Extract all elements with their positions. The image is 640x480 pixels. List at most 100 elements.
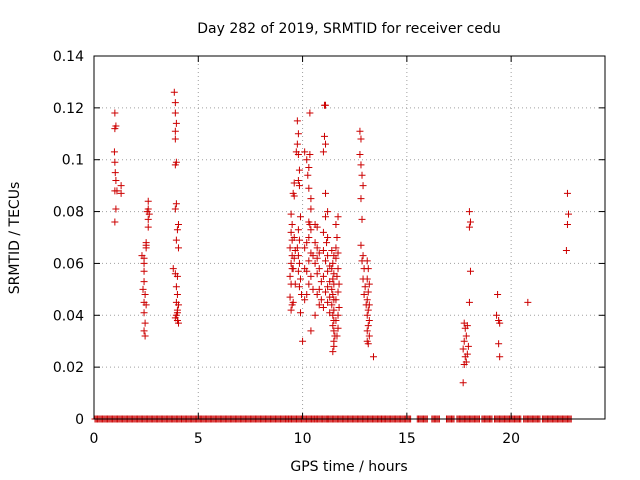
data-point bbox=[330, 306, 338, 314]
data-point bbox=[171, 99, 179, 107]
data-point bbox=[141, 332, 149, 340]
data-point bbox=[305, 163, 313, 171]
data-point bbox=[330, 327, 338, 335]
data-point bbox=[328, 285, 336, 293]
data-point bbox=[358, 215, 366, 223]
data-point bbox=[324, 208, 332, 216]
data-point bbox=[496, 353, 504, 361]
data-point bbox=[173, 291, 181, 299]
x-tick-label: 15 bbox=[398, 431, 416, 447]
axes: 0 0.02 0.04 0.06 0.08 0.1 0.12 0.14 0 5 10 15 20 bbox=[53, 49, 606, 447]
data-point bbox=[322, 140, 330, 148]
data-point bbox=[462, 332, 470, 340]
data-point bbox=[294, 267, 302, 275]
data-point bbox=[144, 197, 152, 205]
data-point bbox=[111, 109, 119, 117]
data-point bbox=[317, 278, 325, 286]
data-point bbox=[365, 316, 373, 324]
data-point bbox=[142, 301, 150, 309]
data-point bbox=[334, 324, 342, 332]
data-point bbox=[562, 246, 570, 254]
data-point bbox=[171, 161, 179, 169]
data-point bbox=[111, 218, 119, 226]
data-point bbox=[296, 309, 304, 317]
data-point bbox=[334, 311, 342, 319]
data-point bbox=[286, 272, 294, 280]
data-point bbox=[140, 267, 148, 275]
data-point bbox=[313, 291, 321, 299]
data-point bbox=[295, 166, 303, 174]
data-point bbox=[294, 176, 302, 184]
data-point bbox=[171, 127, 179, 135]
data-point bbox=[286, 293, 294, 301]
data-point bbox=[460, 337, 468, 345]
data-point bbox=[357, 135, 365, 143]
data-point bbox=[111, 125, 119, 133]
data-point bbox=[307, 195, 315, 203]
data-point bbox=[328, 265, 336, 273]
x-tick-label: 20 bbox=[502, 431, 520, 447]
data-point bbox=[365, 332, 373, 340]
data-point bbox=[303, 291, 311, 299]
data-point bbox=[334, 288, 342, 296]
data-point bbox=[364, 340, 372, 348]
y-tick-label: 0.02 bbox=[53, 360, 84, 376]
data-point bbox=[462, 358, 470, 366]
data-point bbox=[174, 301, 182, 309]
data-point bbox=[174, 221, 182, 229]
data-point bbox=[329, 348, 337, 356]
data-point bbox=[173, 226, 181, 234]
data-point bbox=[333, 332, 341, 340]
data-point bbox=[303, 239, 311, 247]
data-point bbox=[293, 117, 301, 125]
data-point bbox=[332, 221, 340, 229]
data-point bbox=[117, 189, 125, 197]
data-point bbox=[171, 205, 179, 213]
data-point bbox=[144, 223, 152, 231]
data-point bbox=[496, 319, 504, 327]
data-point bbox=[324, 234, 332, 241]
data-point bbox=[365, 301, 373, 309]
data-point bbox=[173, 272, 181, 280]
data-point bbox=[301, 296, 309, 304]
data-point bbox=[295, 259, 303, 267]
data-point bbox=[170, 88, 178, 96]
data-point bbox=[319, 228, 327, 236]
data-point bbox=[287, 259, 295, 267]
y-tick-label: 0.1 bbox=[62, 153, 84, 169]
data-point bbox=[565, 210, 572, 218]
data-point bbox=[290, 234, 298, 241]
data-point bbox=[172, 119, 180, 127]
data-point bbox=[356, 151, 364, 159]
data-point bbox=[463, 322, 471, 330]
data-point bbox=[140, 259, 148, 267]
data-point bbox=[174, 244, 182, 252]
grid-lines bbox=[94, 56, 605, 419]
plot-frame bbox=[93, 55, 606, 420]
data-point bbox=[324, 298, 332, 306]
data-point bbox=[329, 259, 337, 267]
data-point bbox=[307, 272, 315, 280]
data-point bbox=[465, 298, 473, 306]
data-point bbox=[563, 189, 571, 197]
data-point bbox=[112, 176, 120, 184]
data-point bbox=[322, 257, 330, 265]
data-point bbox=[141, 291, 149, 299]
data-point bbox=[494, 291, 502, 299]
data-point bbox=[301, 244, 309, 252]
data-point bbox=[333, 272, 341, 280]
data-point bbox=[363, 257, 371, 265]
data-point bbox=[322, 101, 330, 109]
data-point bbox=[289, 265, 297, 273]
x-tick-label: 0 bbox=[90, 431, 99, 447]
data-point bbox=[291, 280, 299, 288]
data-point bbox=[296, 275, 304, 283]
x-tick-label: 10 bbox=[294, 431, 312, 447]
data-point bbox=[296, 213, 304, 221]
data-point bbox=[332, 316, 340, 324]
data-point bbox=[334, 213, 342, 221]
data-point bbox=[139, 285, 147, 293]
data-point bbox=[465, 223, 473, 231]
data-point bbox=[174, 319, 182, 327]
